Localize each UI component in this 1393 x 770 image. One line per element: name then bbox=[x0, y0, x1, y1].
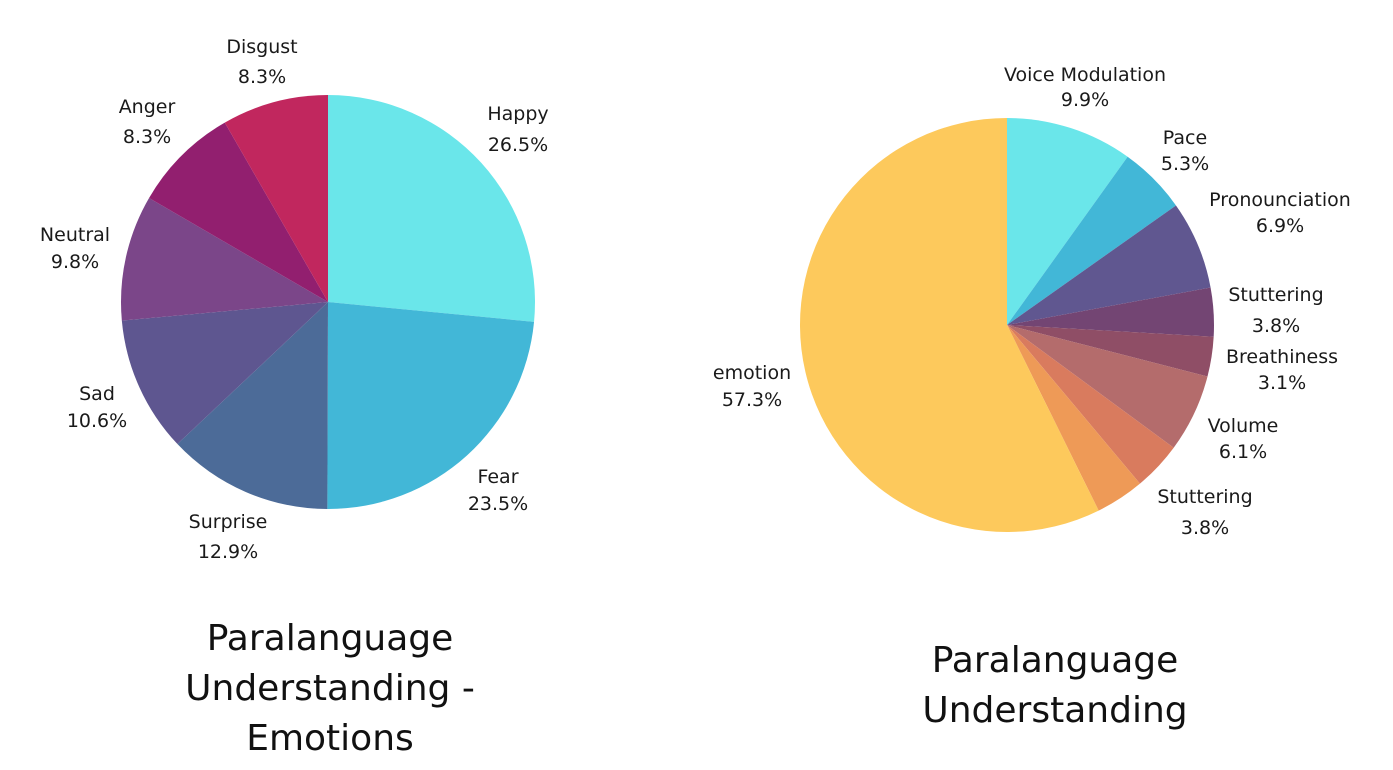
slice-value-label: 6.9% bbox=[1256, 215, 1304, 237]
title-line: Understanding - bbox=[185, 668, 475, 709]
pie-slice-pronounciation bbox=[1007, 205, 1211, 325]
slice-name-label: Pace bbox=[1163, 127, 1207, 149]
pie-slice-happy bbox=[328, 95, 536, 322]
slice-name-label: Surprise bbox=[189, 511, 268, 533]
slice-name-label: Sad bbox=[79, 383, 115, 405]
pie-slice-emotion bbox=[799, 117, 1099, 532]
slice-value-label: 9.9% bbox=[1061, 89, 1109, 111]
pie-slice-neutral bbox=[120, 197, 328, 321]
pie-slice-breathiness bbox=[1007, 325, 1214, 377]
pie-slice-stuttering bbox=[1007, 325, 1174, 484]
slice-value-label: 6.1% bbox=[1219, 441, 1267, 463]
pie-slice-volume bbox=[1007, 325, 1208, 448]
slice-name-label: Stuttering bbox=[1228, 284, 1323, 306]
pie-slice-anger bbox=[149, 122, 328, 302]
pie-slice-voice-modulation bbox=[1007, 118, 1128, 325]
slice-value-label: 8.3% bbox=[123, 126, 171, 148]
slice-name-label: Volume bbox=[1208, 415, 1279, 437]
slice-value-label: 57.3% bbox=[722, 389, 782, 411]
slice-name-label: Fear bbox=[477, 466, 518, 488]
pie-slice-sad bbox=[121, 302, 328, 445]
emotions-pie bbox=[120, 95, 536, 510]
paralanguage-pie bbox=[799, 117, 1214, 532]
slice-value-label: 3.1% bbox=[1258, 372, 1306, 394]
slice-value-label: 26.5% bbox=[488, 134, 548, 156]
title-line: Paralanguage bbox=[931, 640, 1179, 681]
pie-slice-pace bbox=[1007, 156, 1176, 325]
pie-slice-stuttering bbox=[1007, 287, 1214, 337]
slice-value-label: 9.8% bbox=[51, 251, 99, 273]
slice-name-label: Pronounciation bbox=[1209, 189, 1351, 211]
slice-value-label: 5.3% bbox=[1161, 153, 1209, 175]
slice-value-label: 3.8% bbox=[1252, 315, 1300, 337]
title-line: Paralanguage bbox=[206, 618, 454, 659]
pie-slice-disgust bbox=[224, 95, 328, 302]
paralanguage-pie-labels: Voice Modulation 9.9% Pace 5.3%Pronounciati… bbox=[713, 64, 1351, 539]
title-line: Understanding bbox=[922, 690, 1188, 731]
paralanguage-chart-title: Paralanguage Understanding bbox=[855, 636, 1255, 736]
slice-name-label: Neutral bbox=[40, 224, 110, 246]
slice-value-label: 10.6% bbox=[67, 410, 127, 432]
slice-value-label: 3.8% bbox=[1181, 517, 1229, 539]
pie-slice-fear bbox=[327, 302, 535, 510]
slice-name-label: Voice Modulation bbox=[1004, 64, 1166, 86]
slice-value-label: 8.3% bbox=[238, 66, 286, 88]
slice-name-label: Anger bbox=[119, 96, 176, 118]
slice-name-label: Stuttering bbox=[1157, 486, 1252, 508]
slice-value-label: 12.9% bbox=[198, 541, 258, 563]
slice-name-label: emotion bbox=[713, 362, 791, 384]
slice-name-label: Disgust bbox=[226, 36, 297, 58]
emotions-chart-title: Paralanguage Understanding - Emotions bbox=[130, 614, 530, 764]
slice-name-label: Breathiness bbox=[1226, 346, 1338, 368]
title-line: Emotions bbox=[246, 718, 414, 759]
emotions-pie-labels: Happy 26.5% Fear 23.5% Surprise 12.9% Sad 10.6%… bbox=[40, 36, 549, 563]
slice-value-label: 23.5% bbox=[468, 493, 528, 515]
pie-slice bbox=[1007, 325, 1140, 511]
slice-name-label: Happy bbox=[487, 103, 548, 125]
pie-slice-surprise bbox=[177, 302, 328, 509]
